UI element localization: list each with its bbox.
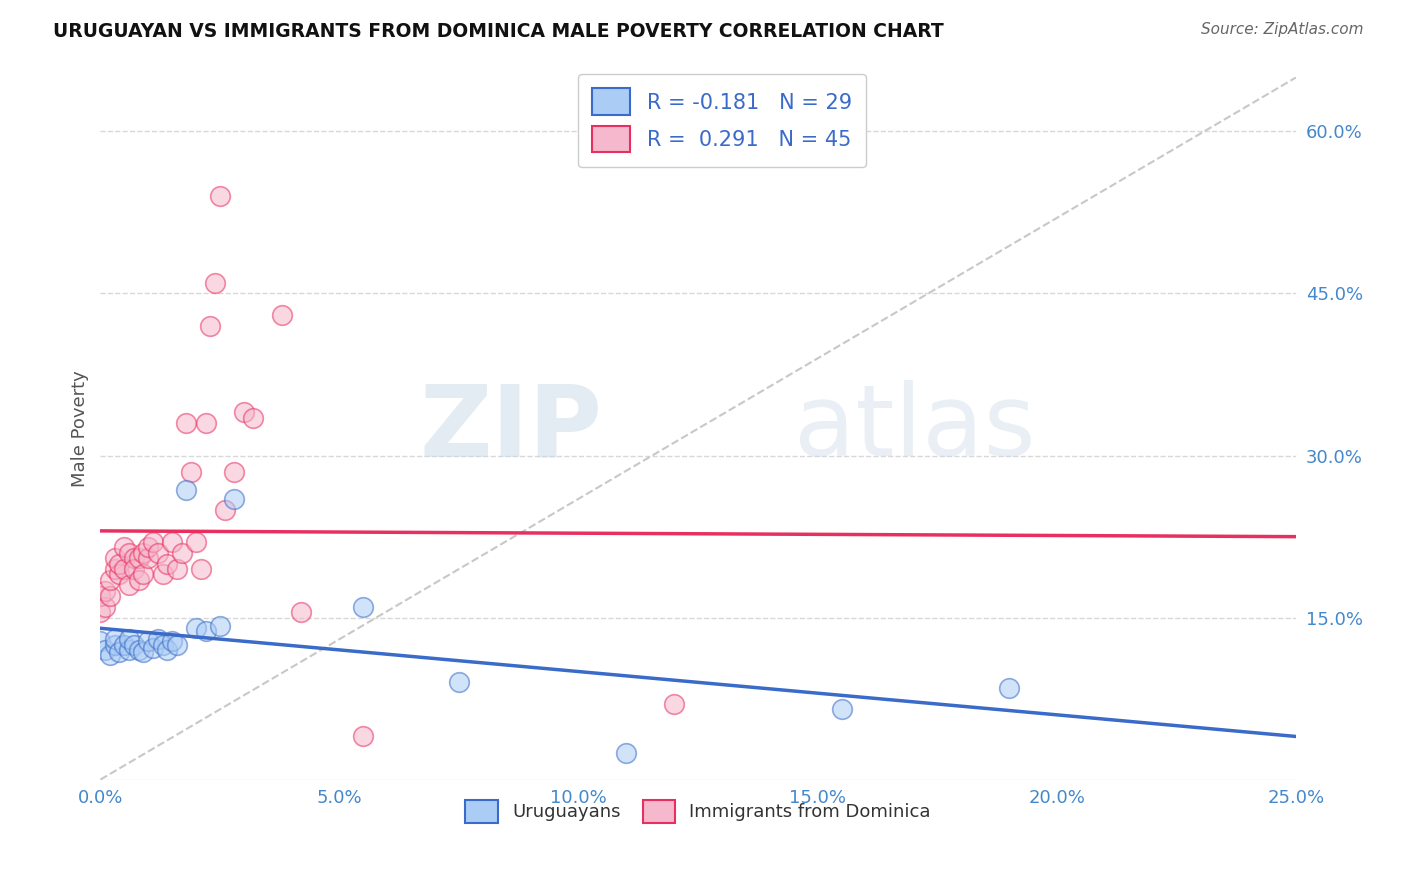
Point xyxy=(184,621,207,635)
Point xyxy=(184,535,207,549)
Point xyxy=(160,535,183,549)
Point xyxy=(176,483,198,497)
Point xyxy=(156,557,179,571)
Point xyxy=(104,551,127,566)
Text: ZIP: ZIP xyxy=(419,380,603,477)
Point xyxy=(104,632,127,647)
Point xyxy=(89,605,111,619)
Point xyxy=(94,599,117,614)
Text: Source: ZipAtlas.com: Source: ZipAtlas.com xyxy=(1201,22,1364,37)
Point xyxy=(128,643,150,657)
Point xyxy=(142,535,165,549)
Point xyxy=(664,697,686,711)
Point xyxy=(128,573,150,587)
Point xyxy=(104,562,127,576)
Point xyxy=(616,746,638,760)
Legend: Uruguayans, Immigrants from Dominica: Uruguayans, Immigrants from Dominica xyxy=(454,789,942,834)
Point xyxy=(447,675,470,690)
Point xyxy=(208,619,231,633)
Point xyxy=(160,634,183,648)
Point xyxy=(214,502,236,516)
Point xyxy=(108,645,131,659)
Point xyxy=(112,541,135,555)
Point xyxy=(132,567,155,582)
Point xyxy=(166,562,188,576)
Point xyxy=(94,583,117,598)
Text: atlas: atlas xyxy=(794,380,1035,477)
Point xyxy=(98,573,121,587)
Y-axis label: Male Poverty: Male Poverty xyxy=(72,370,89,487)
Point xyxy=(152,638,174,652)
Point xyxy=(232,405,254,419)
Point xyxy=(112,562,135,576)
Point xyxy=(89,634,111,648)
Point xyxy=(208,189,231,203)
Point xyxy=(166,638,188,652)
Point xyxy=(146,546,169,560)
Point xyxy=(122,638,145,652)
Point xyxy=(128,551,150,566)
Point xyxy=(89,589,111,603)
Point xyxy=(152,567,174,582)
Point xyxy=(122,551,145,566)
Point xyxy=(998,681,1021,695)
Text: URUGUAYAN VS IMMIGRANTS FROM DOMINICA MALE POVERTY CORRELATION CHART: URUGUAYAN VS IMMIGRANTS FROM DOMINICA MA… xyxy=(53,22,945,41)
Point xyxy=(271,308,294,322)
Point xyxy=(118,632,141,647)
Point xyxy=(112,638,135,652)
Point xyxy=(224,465,246,479)
Point xyxy=(180,465,202,479)
Point xyxy=(122,562,145,576)
Point xyxy=(352,730,374,744)
Point xyxy=(132,546,155,560)
Point xyxy=(204,276,226,290)
Point xyxy=(136,541,159,555)
Point xyxy=(104,638,127,652)
Point xyxy=(142,640,165,655)
Point xyxy=(118,546,141,560)
Point xyxy=(118,578,141,592)
Point xyxy=(108,557,131,571)
Point xyxy=(170,546,193,560)
Point xyxy=(176,416,198,430)
Point xyxy=(98,589,121,603)
Point xyxy=(194,624,217,638)
Point xyxy=(290,605,312,619)
Point xyxy=(132,645,155,659)
Point xyxy=(98,648,121,663)
Point xyxy=(156,643,179,657)
Point xyxy=(146,632,169,647)
Point xyxy=(224,491,246,506)
Point xyxy=(352,599,374,614)
Point xyxy=(190,562,212,576)
Point xyxy=(108,567,131,582)
Point xyxy=(200,318,222,333)
Point xyxy=(242,410,264,425)
Point xyxy=(831,702,853,716)
Point xyxy=(118,643,141,657)
Point xyxy=(136,551,159,566)
Point xyxy=(94,643,117,657)
Point xyxy=(136,634,159,648)
Point xyxy=(194,416,217,430)
